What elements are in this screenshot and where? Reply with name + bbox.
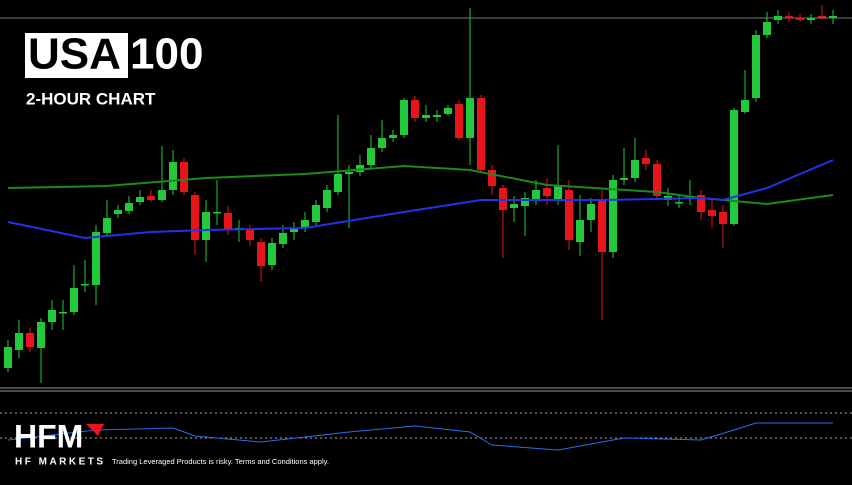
candle-body <box>510 204 518 208</box>
candle-body <box>301 220 309 228</box>
candle-body <box>532 190 540 199</box>
candle-body <box>257 242 265 266</box>
candle-body <box>367 148 375 165</box>
candle-body <box>631 160 639 178</box>
candle-body <box>653 164 661 196</box>
candle-body <box>741 100 749 112</box>
candle-body <box>521 198 529 206</box>
candle-body <box>378 138 386 148</box>
candle-body <box>268 243 276 265</box>
candle-body <box>708 210 716 216</box>
subtitle: 2-HOUR CHART <box>26 89 156 108</box>
candle-body <box>125 203 133 211</box>
candle-body <box>598 200 606 252</box>
candle-body <box>719 212 727 224</box>
candle-body <box>400 100 408 135</box>
company-name: HF MARKETS <box>15 457 106 468</box>
indicator-panel <box>0 412 852 451</box>
logo: HFM <box>14 418 83 454</box>
candle-body <box>554 185 562 200</box>
candle-body <box>103 218 111 233</box>
indicator-line <box>7 159 834 240</box>
candle-body <box>433 115 441 117</box>
candle-body <box>763 22 771 35</box>
candle-body <box>92 232 100 285</box>
candle-body <box>829 16 837 18</box>
candle-body <box>345 172 353 174</box>
candle-body <box>455 104 463 138</box>
candle-body <box>224 213 232 230</box>
candle-body <box>81 284 89 286</box>
candle-body <box>334 174 342 192</box>
candle-body <box>411 100 419 118</box>
candle-body <box>136 197 144 202</box>
candle-body <box>323 190 331 208</box>
candle-body <box>70 288 78 312</box>
disclaimer: Trading Leveraged Products is risky. Ter… <box>112 457 329 466</box>
candle-body <box>774 16 782 20</box>
title-plain: 100 <box>130 30 203 79</box>
candle-body <box>26 333 34 347</box>
candle-body <box>609 180 617 252</box>
candle-body <box>169 162 177 190</box>
candle-body <box>796 18 804 20</box>
candle-body <box>587 204 595 220</box>
title-box <box>25 33 128 78</box>
candle-body <box>389 135 397 138</box>
candle-body <box>620 178 628 180</box>
candle-body <box>444 108 452 114</box>
candle-body <box>4 347 12 368</box>
candle-body <box>576 220 584 242</box>
candle-body <box>15 333 23 350</box>
candle-body <box>543 188 551 196</box>
indicator-line <box>7 422 833 451</box>
candle-body <box>642 158 650 164</box>
candle-body <box>279 233 287 244</box>
candle-body <box>785 16 793 18</box>
candle-body <box>180 162 188 192</box>
logo-accent <box>86 424 104 436</box>
price-panel <box>0 5 852 383</box>
candle-body <box>213 212 221 214</box>
candle-body <box>246 230 254 240</box>
candle-body <box>59 312 67 314</box>
candle-body <box>114 210 122 214</box>
candle-body <box>37 322 45 348</box>
candle-body <box>565 190 573 240</box>
candle-body <box>147 196 155 200</box>
candle-body <box>290 228 298 232</box>
candle-body <box>422 115 430 118</box>
candle-body <box>675 202 683 204</box>
candle-body <box>818 16 826 18</box>
candle-body <box>48 310 56 322</box>
candle-body <box>202 212 210 240</box>
candle-body <box>752 35 760 98</box>
candle-body <box>312 205 320 222</box>
candle-body <box>158 190 166 200</box>
candle-body <box>730 110 738 224</box>
title-boxed: USA <box>28 30 121 79</box>
candle-body <box>807 18 815 20</box>
candle-body <box>697 195 705 212</box>
candle-body <box>466 98 474 138</box>
candle-body <box>477 98 485 170</box>
candle-body <box>191 195 199 240</box>
candle-body <box>356 165 364 172</box>
candle-body <box>488 170 496 186</box>
